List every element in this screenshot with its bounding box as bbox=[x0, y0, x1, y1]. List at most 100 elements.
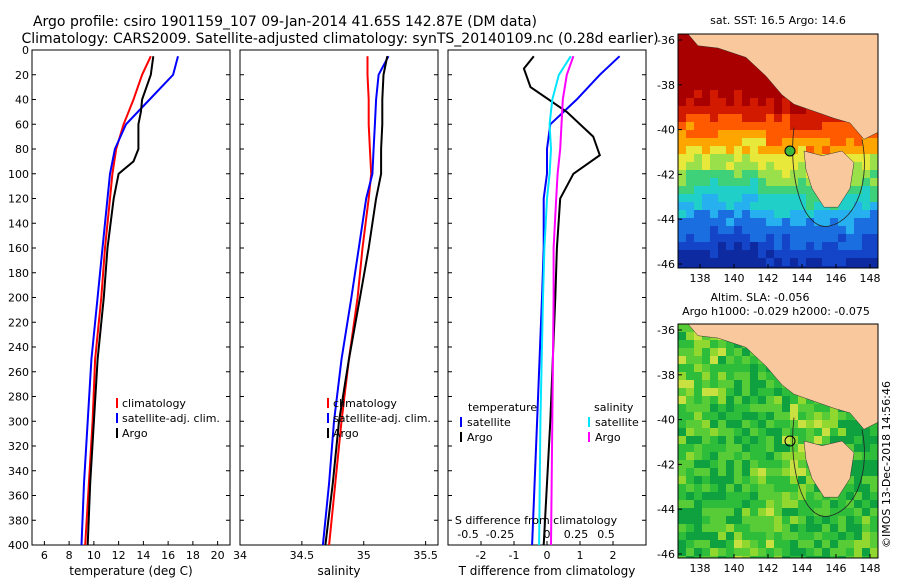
map-cell bbox=[694, 178, 702, 186]
map-cell bbox=[742, 444, 750, 452]
map-cell bbox=[734, 532, 742, 540]
map-cell bbox=[710, 548, 718, 556]
map-cell bbox=[790, 186, 798, 194]
map-cell bbox=[686, 114, 694, 122]
map-cell bbox=[742, 508, 750, 516]
map-cell bbox=[726, 356, 734, 364]
map-cell bbox=[694, 548, 702, 556]
map-cell bbox=[742, 130, 750, 138]
map-cell bbox=[774, 234, 782, 242]
map-cell bbox=[702, 356, 710, 364]
map-cell bbox=[686, 242, 694, 250]
map-cell bbox=[758, 508, 766, 516]
map-cell bbox=[726, 178, 734, 186]
map-cell bbox=[742, 82, 750, 90]
map-cell bbox=[702, 548, 710, 556]
map-cell bbox=[686, 332, 694, 340]
map-cell bbox=[718, 82, 726, 90]
x-axis-label: temperature (deg C) bbox=[69, 564, 192, 578]
map-cell bbox=[758, 500, 766, 508]
map-cell bbox=[742, 122, 750, 130]
map-cell bbox=[814, 114, 822, 122]
map-cell bbox=[766, 98, 774, 106]
map-cell bbox=[686, 258, 694, 266]
map-cell bbox=[814, 548, 822, 556]
map-cell bbox=[710, 508, 718, 516]
map-cell bbox=[726, 106, 734, 114]
map-cell bbox=[710, 202, 718, 210]
map-cell bbox=[678, 540, 686, 548]
y-tick-label: 340 bbox=[8, 465, 29, 478]
map-cell bbox=[750, 540, 758, 548]
map-cell bbox=[806, 202, 814, 210]
map-cell bbox=[758, 444, 766, 452]
map-cell bbox=[870, 218, 878, 226]
map-cell bbox=[718, 250, 726, 258]
map-cell bbox=[694, 82, 702, 90]
legend-label: Argo bbox=[122, 427, 148, 440]
map-cell bbox=[694, 154, 702, 162]
map-cell bbox=[686, 396, 694, 404]
map-cell bbox=[806, 556, 814, 558]
map-cell bbox=[750, 556, 758, 558]
map-cell bbox=[830, 532, 838, 540]
map-cell bbox=[806, 508, 814, 516]
map-cell bbox=[686, 556, 694, 558]
map-cell bbox=[758, 106, 766, 114]
map-cell bbox=[734, 226, 742, 234]
map-cell bbox=[814, 250, 822, 258]
map-cell bbox=[718, 484, 726, 492]
map-cell bbox=[726, 82, 734, 90]
map-cell bbox=[782, 452, 790, 460]
map-cell bbox=[750, 404, 758, 412]
map-cell bbox=[798, 146, 806, 154]
map-cell bbox=[870, 508, 878, 516]
map-cell bbox=[798, 412, 806, 420]
map-cell bbox=[734, 404, 742, 412]
map-cell bbox=[726, 340, 734, 348]
map-cell bbox=[718, 548, 726, 556]
map-cell bbox=[710, 412, 718, 420]
map-cell bbox=[742, 250, 750, 258]
imos-watermark: ©IMOS 13-Dec-2018 14:56:46 bbox=[880, 381, 893, 548]
map-cell bbox=[806, 484, 814, 492]
map-cell bbox=[766, 380, 774, 388]
map-cell bbox=[766, 250, 774, 258]
map-cell bbox=[830, 436, 838, 444]
map-cell bbox=[710, 210, 718, 218]
map-cell bbox=[766, 162, 774, 170]
sla-map: -36 -38 -40 -42 -44 -46 138 140 142 144 146 148 bbox=[657, 323, 881, 575]
map-cell bbox=[814, 266, 822, 268]
map-cell bbox=[694, 436, 702, 444]
map-cell bbox=[798, 508, 806, 516]
map-cell bbox=[798, 250, 806, 258]
map-cell bbox=[790, 122, 798, 130]
map-cell bbox=[678, 74, 686, 82]
map-cell bbox=[742, 234, 750, 242]
map-cell bbox=[862, 194, 870, 202]
map-cell bbox=[790, 428, 798, 436]
x-tick-label: 35.5 bbox=[413, 549, 438, 562]
map-cell bbox=[870, 178, 878, 186]
map-cell bbox=[838, 258, 846, 266]
map-cell bbox=[710, 356, 718, 364]
map-cell bbox=[806, 476, 814, 484]
map-cell bbox=[814, 436, 822, 444]
map-cell bbox=[862, 170, 870, 178]
map-cell bbox=[830, 242, 838, 250]
map-cell bbox=[678, 186, 686, 194]
map-cell bbox=[742, 404, 750, 412]
map-cell bbox=[862, 540, 870, 548]
map-cell bbox=[694, 186, 702, 194]
map-cell bbox=[870, 476, 878, 484]
map-cell bbox=[870, 540, 878, 548]
map-cell bbox=[862, 468, 870, 476]
map-cell bbox=[742, 556, 750, 558]
y-tick-label: 200 bbox=[8, 292, 29, 305]
map-cell bbox=[678, 138, 686, 146]
map-cell bbox=[798, 420, 806, 428]
map-cell bbox=[790, 516, 798, 524]
map-cell bbox=[686, 42, 694, 50]
map-cell bbox=[742, 178, 750, 186]
map-cell bbox=[814, 146, 822, 154]
